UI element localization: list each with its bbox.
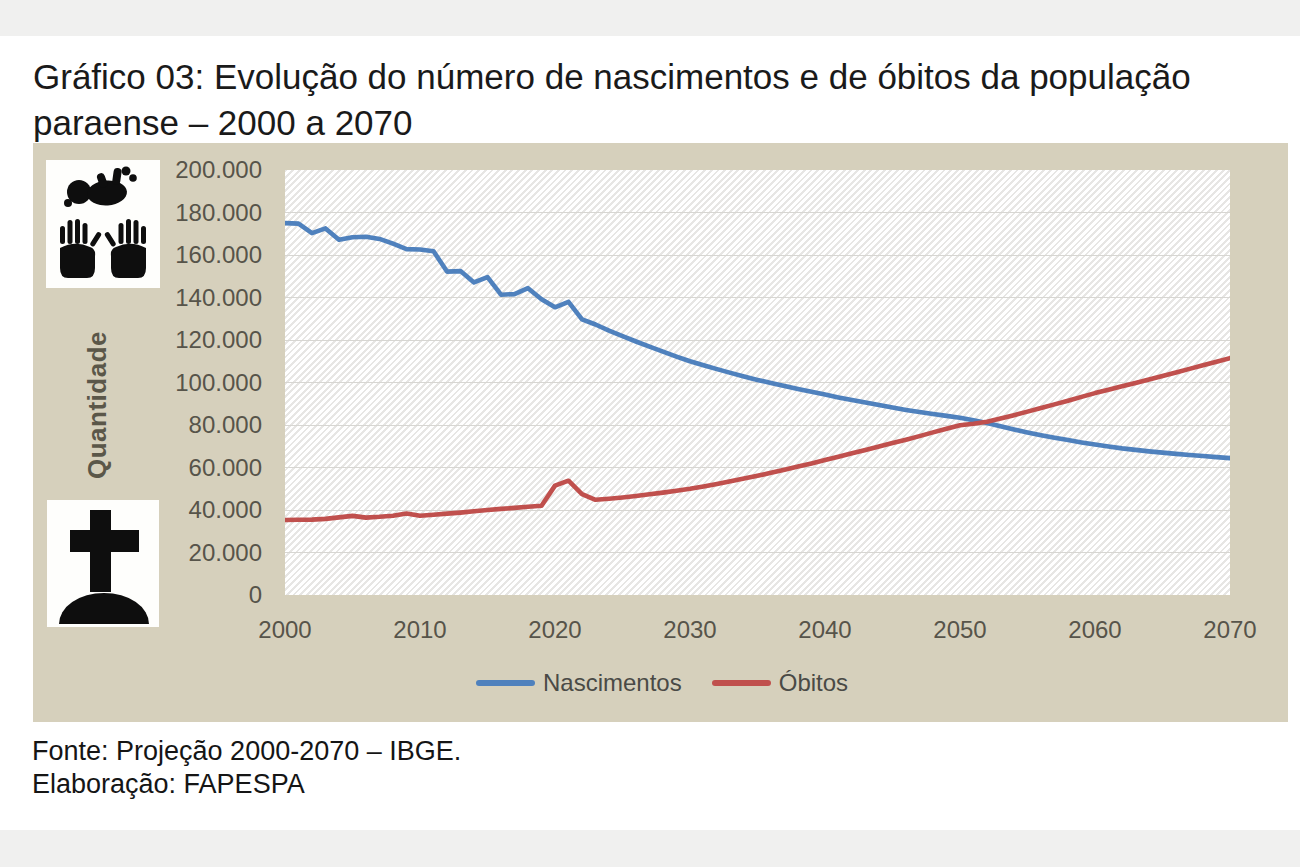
- x-tick-label: 2070: [1180, 616, 1280, 644]
- y-tick-label: 100.000: [132, 369, 262, 397]
- y-tick-label: 0: [132, 581, 262, 609]
- chart-title-line2: paraense – 2000 a 2070: [33, 100, 1191, 146]
- top-margin-strip: [0, 0, 1300, 36]
- y-tick-label: 40.000: [132, 496, 262, 524]
- y-axis-title: Quantidade: [82, 315, 118, 495]
- x-tick-label: 2060: [1045, 616, 1145, 644]
- y-tick-label: 200.000: [132, 156, 262, 184]
- line-series: [285, 170, 1230, 595]
- y-tick-label: 160.000: [132, 241, 262, 269]
- y-tick-label: 20.000: [132, 539, 262, 567]
- y-tick-label: 180.000: [132, 199, 262, 227]
- elaboration-note: Elaboração: FAPESPA: [32, 769, 305, 800]
- y-tick-label: 80.000: [132, 411, 262, 439]
- plot-area: [285, 170, 1230, 595]
- y-tick-label: 140.000: [132, 284, 262, 312]
- x-tick-label: 2050: [910, 616, 1010, 644]
- chart-title: Gráfico 03: Evolução do número de nascim…: [33, 54, 1191, 146]
- nascimentos-legend-line: [476, 680, 535, 686]
- x-tick-label: 2010: [370, 616, 470, 644]
- chart-legend: Nascimentos Óbitos: [476, 669, 848, 697]
- obitos-legend-label: Óbitos: [779, 669, 848, 697]
- obitos-legend-line: [712, 680, 771, 686]
- x-tick-label: 2030: [640, 616, 740, 644]
- nascimentos-legend-label: Nascimentos: [543, 669, 682, 697]
- y-tick-label: 120.000: [132, 326, 262, 354]
- chart-title-line1: Gráfico 03: Evolução do número de nascim…: [33, 54, 1191, 100]
- source-note: Fonte: Projeção 2000-2070 – IBGE.: [32, 736, 461, 767]
- y-tick-label: 60.000: [132, 454, 262, 482]
- chart-container: Quantidade 0 20.000 40.000 60.000 80.000 100.…: [33, 143, 1288, 722]
- x-tick-label: 2040: [775, 616, 875, 644]
- x-tick-label: 2020: [505, 616, 605, 644]
- bottom-margin-strip: [0, 830, 1300, 867]
- obitos-line: [285, 358, 1230, 520]
- x-tick-label: 2000: [235, 616, 335, 644]
- nascimentos-line: [285, 223, 1230, 458]
